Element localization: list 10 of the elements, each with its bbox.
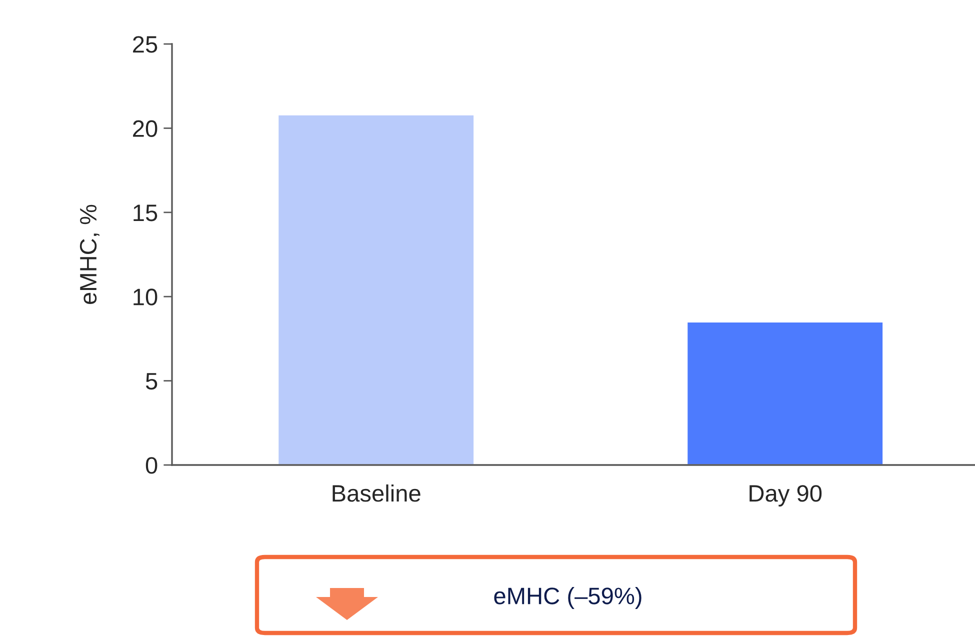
x-tick-label: Day 90 xyxy=(750,485,822,506)
y-tick-label: 5 xyxy=(146,373,158,390)
y-tick-label: 25 xyxy=(133,36,158,53)
y-tick-label: 15 xyxy=(134,204,158,222)
x-tick-label: Baseline xyxy=(332,484,420,502)
y-tick-label: 10 xyxy=(134,288,158,306)
text: eMHC (–59%) xyxy=(494,586,642,609)
y-tick-label: 0 xyxy=(146,457,158,474)
y-axis-title: eMHC, % xyxy=(80,204,100,304)
y-tick-label: 20 xyxy=(133,120,158,137)
